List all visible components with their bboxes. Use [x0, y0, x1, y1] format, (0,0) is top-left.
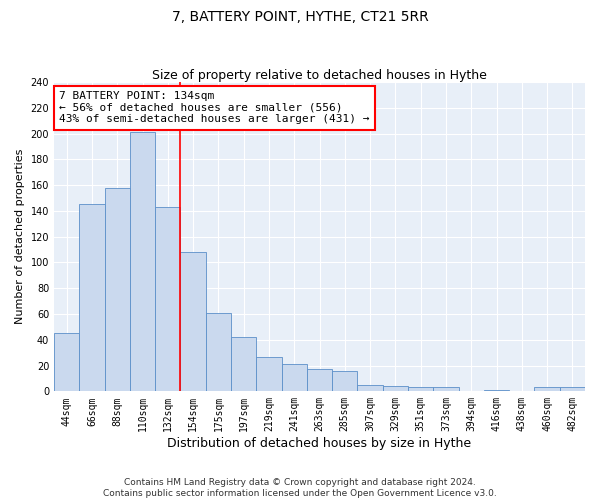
Text: Contains HM Land Registry data © Crown copyright and database right 2024.
Contai: Contains HM Land Registry data © Crown c…: [103, 478, 497, 498]
Bar: [535, 388, 560, 392]
Bar: [332, 370, 358, 392]
Text: 7, BATTERY POINT, HYTHE, CT21 5RR: 7, BATTERY POINT, HYTHE, CT21 5RR: [172, 10, 428, 24]
Bar: [560, 388, 585, 392]
Bar: [79, 204, 104, 392]
X-axis label: Distribution of detached houses by size in Hythe: Distribution of detached houses by size …: [167, 437, 472, 450]
Bar: [130, 132, 155, 392]
Bar: [433, 388, 458, 392]
Bar: [408, 388, 433, 392]
Bar: [104, 188, 130, 392]
Bar: [281, 364, 307, 392]
Bar: [231, 337, 256, 392]
Bar: [307, 370, 332, 392]
Title: Size of property relative to detached houses in Hythe: Size of property relative to detached ho…: [152, 69, 487, 82]
Bar: [484, 390, 509, 392]
Bar: [206, 312, 231, 392]
Bar: [54, 334, 79, 392]
Bar: [155, 207, 181, 392]
Bar: [256, 356, 281, 392]
Bar: [383, 386, 408, 392]
Bar: [181, 252, 206, 392]
Text: 7 BATTERY POINT: 134sqm
← 56% of detached houses are smaller (556)
43% of semi-d: 7 BATTERY POINT: 134sqm ← 56% of detache…: [59, 92, 370, 124]
Y-axis label: Number of detached properties: Number of detached properties: [15, 149, 25, 324]
Bar: [358, 385, 383, 392]
